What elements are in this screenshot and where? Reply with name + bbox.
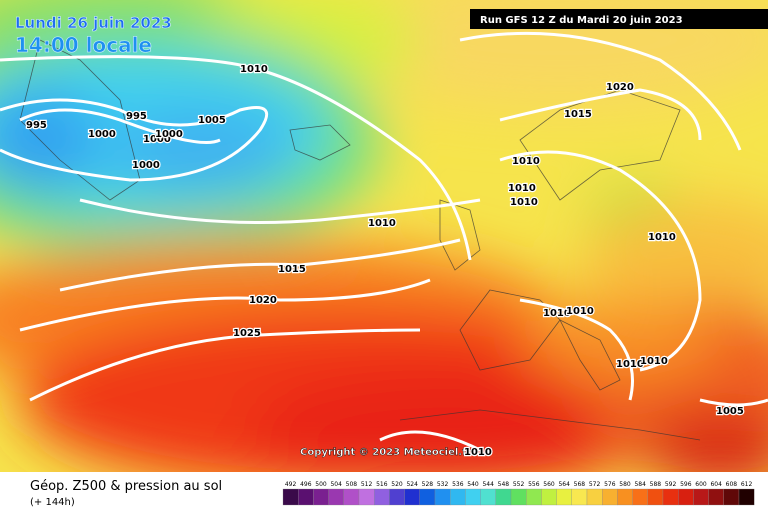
colorbar-cell bbox=[450, 488, 466, 506]
isobar-label: 1000 bbox=[132, 160, 160, 171]
colorbar-label: 584 bbox=[634, 481, 646, 488]
colorbar-label: 520 bbox=[391, 481, 403, 488]
colorbar-cell bbox=[662, 488, 679, 506]
isobar-label: 1010 bbox=[512, 156, 540, 167]
colorbar-cell bbox=[358, 488, 375, 506]
colorbar-label: 564 bbox=[558, 481, 570, 488]
colorbar-cell bbox=[313, 488, 329, 506]
colorbar-label: 552 bbox=[513, 481, 525, 488]
colorbar-label: 576 bbox=[604, 481, 616, 488]
colorbar-cell bbox=[298, 488, 314, 506]
isobars bbox=[0, 31, 768, 452]
colorbar-label: 596 bbox=[680, 481, 692, 488]
isobar-label: 1010 bbox=[240, 64, 268, 75]
isobar-label: 1005 bbox=[716, 406, 744, 417]
isobar-label: 1025 bbox=[233, 328, 261, 339]
isobar-label: 995 bbox=[126, 111, 147, 122]
isobar-label: 995 bbox=[26, 120, 47, 131]
colorbar-cell bbox=[647, 488, 664, 506]
isobar-label: 1010 bbox=[648, 232, 676, 243]
isobar-label: 1005 bbox=[198, 115, 226, 126]
footer-title: Géop. Z500 & pression au sol bbox=[30, 479, 222, 494]
isobar-label: 1010 bbox=[640, 356, 668, 367]
run-box bbox=[470, 9, 768, 29]
isobar-label: 1010 bbox=[464, 447, 492, 458]
colorbar-cell bbox=[419, 488, 436, 506]
isobar-label: 1010 bbox=[616, 359, 644, 370]
colorbar-label: 612 bbox=[741, 481, 753, 488]
colorbar-cell bbox=[678, 488, 694, 506]
colorbar-label: 496 bbox=[300, 481, 312, 488]
colorbar-label: 532 bbox=[437, 481, 449, 488]
isobar-label: 1015 bbox=[278, 264, 306, 275]
colorbar-cell bbox=[495, 488, 512, 506]
colorbar-label: 588 bbox=[650, 481, 662, 488]
copyright: Copyright © 2023 Meteociel.fr bbox=[300, 447, 471, 458]
colorbar-label: 560 bbox=[543, 481, 555, 488]
isobar-label: 1010 bbox=[368, 218, 396, 229]
isobar-label: 1000 bbox=[88, 129, 116, 140]
date-title: Lundi 26 juin 2023 bbox=[15, 14, 172, 32]
colorbar-label: 536 bbox=[452, 481, 464, 488]
colorbar-label: 600 bbox=[695, 481, 707, 488]
colorbar-cell bbox=[374, 488, 390, 506]
isobar-label: 1010 bbox=[508, 183, 536, 194]
colorbar-cell bbox=[465, 488, 481, 506]
colorbar-cell bbox=[617, 488, 633, 506]
isobar-label: 1020 bbox=[606, 82, 634, 93]
colorbar-label: 500 bbox=[315, 481, 327, 488]
colorbar-label: 548 bbox=[498, 481, 510, 488]
colorbar-cell bbox=[556, 488, 572, 506]
colorbar-label: 580 bbox=[619, 481, 631, 488]
colorbar-label: 492 bbox=[285, 481, 297, 488]
isobar-label: 1000 bbox=[155, 129, 183, 140]
colorbar-cell bbox=[343, 488, 360, 506]
colorbar-label: 608 bbox=[726, 481, 738, 488]
colorbar-cell bbox=[404, 488, 420, 506]
colorbar-cell bbox=[693, 488, 709, 506]
colorbar-cell bbox=[389, 488, 405, 506]
colorbar-label: 504 bbox=[330, 481, 342, 488]
isobar-label: 1010 bbox=[566, 306, 594, 317]
colorbar-cell bbox=[738, 488, 755, 506]
coastlines bbox=[19, 39, 701, 441]
run-info: Run GFS 12 Z du Mardi 20 juin 2023 bbox=[480, 15, 683, 26]
colorbar-label: 556 bbox=[528, 481, 540, 488]
colorbar-cell bbox=[328, 488, 344, 506]
colorbar-cell bbox=[541, 488, 557, 506]
colorbar-label: 568 bbox=[574, 481, 586, 488]
colorbar-cell bbox=[571, 488, 588, 506]
colorbar-label: 528 bbox=[422, 481, 434, 488]
colorbar-cell bbox=[632, 488, 648, 506]
time-title: 14:00 locale bbox=[15, 33, 152, 57]
isobar-label: 1010 bbox=[543, 308, 571, 319]
colorbar-label: 524 bbox=[406, 481, 418, 488]
colorbar-label: 604 bbox=[710, 481, 722, 488]
colorbar-cell bbox=[480, 488, 496, 506]
colorbar-cell bbox=[586, 488, 603, 506]
colorbar-cell bbox=[526, 488, 542, 506]
colorbar-label: 544 bbox=[482, 481, 494, 488]
footer-lead: (+ 144h) bbox=[30, 497, 75, 508]
colorbar-label: 540 bbox=[467, 481, 479, 488]
isobar-label: 1010 bbox=[510, 197, 538, 208]
colorbar-label: 516 bbox=[376, 481, 388, 488]
colorbar-label: 508 bbox=[346, 481, 358, 488]
colorbar-label: 572 bbox=[589, 481, 601, 488]
isobar-label: 1020 bbox=[249, 295, 277, 306]
field bbox=[0, 0, 768, 472]
colorbar-label: 592 bbox=[665, 481, 677, 488]
isobar-label: 1000 bbox=[143, 134, 171, 145]
colorbar-cell bbox=[510, 488, 527, 506]
colorbar-label: 512 bbox=[361, 481, 373, 488]
colorbar-cell bbox=[282, 488, 299, 506]
colorbar-cell bbox=[723, 488, 740, 506]
colorbar-cell bbox=[434, 488, 451, 506]
colorbar-cell bbox=[708, 488, 724, 506]
colorbar-cell bbox=[602, 488, 618, 506]
isobar-label: 1015 bbox=[564, 109, 592, 120]
